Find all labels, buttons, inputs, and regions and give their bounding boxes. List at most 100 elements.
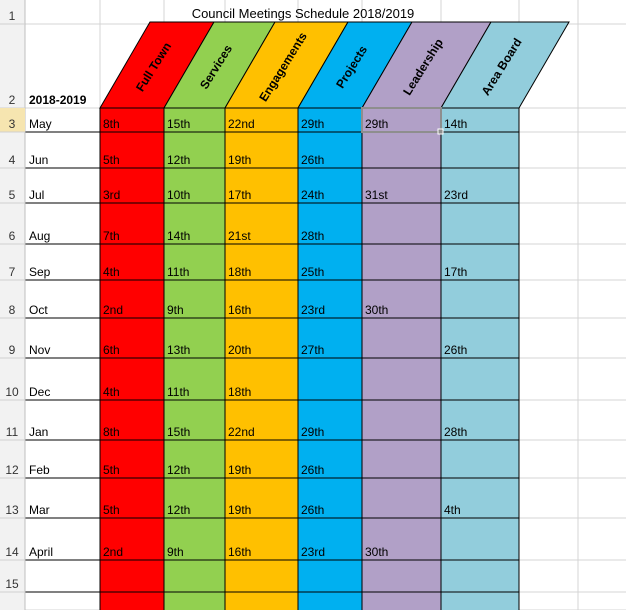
date-cell[interactable]: 26th	[301, 503, 324, 517]
date-cell[interactable]: 18th	[228, 385, 251, 399]
row-number[interactable]: 4	[9, 153, 16, 167]
row-number[interactable]: 8	[9, 303, 16, 317]
column-band-services	[164, 108, 225, 610]
sheet-title: Council Meetings Schedule 2018/2019	[192, 6, 415, 21]
row-header-background	[0, 0, 25, 610]
date-cell[interactable]: 23rd	[301, 545, 325, 559]
date-cell[interactable]: 11th	[167, 265, 189, 279]
month-label: Jun	[29, 153, 48, 167]
selection-layer	[361, 107, 444, 135]
month-label: Dec	[29, 385, 50, 399]
selected-cell-border[interactable]	[361, 107, 442, 133]
date-cell[interactable]: 10th	[167, 188, 190, 202]
row-number[interactable]: 2	[9, 93, 16, 107]
month-label: Nov	[29, 343, 50, 357]
date-cell[interactable]: 12th	[167, 153, 190, 167]
month-label: Oct	[29, 303, 48, 317]
row-number[interactable]: 15	[5, 577, 19, 591]
month-label: Jan	[29, 425, 48, 439]
date-cell[interactable]: 14th	[167, 229, 190, 243]
date-cell[interactable]: 19th	[228, 503, 251, 517]
row-number[interactable]: 11	[6, 425, 19, 439]
date-cell[interactable]: 18th	[228, 265, 251, 279]
cell-borders	[0, 108, 520, 610]
date-cell[interactable]: 8th	[103, 425, 120, 439]
date-cell[interactable]: 29th	[301, 425, 324, 439]
month-label: Aug	[29, 229, 50, 243]
row-number[interactable]: 5	[9, 188, 16, 202]
date-cell[interactable]: 26th	[444, 343, 467, 357]
date-cell[interactable]: 3rd	[103, 188, 120, 202]
date-cell[interactable]: 19th	[228, 153, 251, 167]
month-label: Feb	[29, 463, 50, 477]
date-cell[interactable]: 30th	[365, 545, 388, 559]
column-band-projects	[298, 108, 362, 610]
date-cell[interactable]: 27th	[301, 343, 324, 357]
date-cell[interactable]: 16th	[228, 545, 251, 559]
column-band-full-town	[100, 108, 164, 610]
date-cell[interactable]: 25th	[301, 265, 324, 279]
date-cell[interactable]: 5th	[103, 153, 120, 167]
row-number[interactable]: 6	[9, 229, 16, 243]
date-cell[interactable]: 4th	[444, 503, 461, 517]
date-cell[interactable]: 29th	[365, 117, 388, 131]
month-label: April	[29, 545, 53, 559]
date-cell[interactable]: 28th	[444, 425, 467, 439]
month-label: Mar	[29, 503, 50, 517]
date-cell[interactable]: 2nd	[103, 303, 123, 317]
row-number[interactable]: 1	[9, 9, 16, 23]
fill-handle[interactable]	[437, 128, 444, 135]
year-label: 2018-2019	[29, 93, 87, 107]
date-cell[interactable]: 5th	[103, 503, 120, 517]
date-cell[interactable]: 30th	[365, 303, 388, 317]
column-band-area-board	[441, 108, 519, 610]
date-cell[interactable]: 16th	[228, 303, 251, 317]
date-cell[interactable]: 22nd	[228, 425, 255, 439]
date-cell[interactable]: 14th	[444, 117, 467, 131]
date-cell[interactable]: 15th	[167, 117, 190, 131]
row-number[interactable]: 14	[5, 545, 19, 559]
date-cell[interactable]: 22nd	[228, 117, 255, 131]
date-cell[interactable]: 23rd	[444, 188, 468, 202]
row-number[interactable]: 10	[5, 385, 19, 399]
date-cell[interactable]: 9th	[167, 545, 184, 559]
row-number[interactable]: 3	[9, 117, 16, 131]
date-cell[interactable]: 26th	[301, 153, 324, 167]
date-cell[interactable]: 8th	[103, 117, 120, 131]
date-cell[interactable]: 12th	[167, 463, 190, 477]
date-cell[interactable]: 20th	[228, 343, 251, 357]
date-cell[interactable]: 26th	[301, 463, 324, 477]
date-cell[interactable]: 7th	[103, 229, 120, 243]
month-label: Jul	[29, 188, 44, 202]
date-cell[interactable]: 17th	[444, 265, 467, 279]
row-number[interactable]: 9	[9, 343, 16, 357]
date-cell[interactable]: 4th	[103, 265, 120, 279]
date-cell[interactable]: 31st	[365, 188, 388, 202]
date-cell[interactable]: 19th	[228, 463, 251, 477]
date-cell[interactable]: 24th	[301, 188, 324, 202]
month-label: May	[29, 117, 52, 131]
date-cell[interactable]: 2nd	[103, 545, 123, 559]
date-cell[interactable]: 4th	[103, 385, 120, 399]
date-cell[interactable]: 11th	[167, 385, 189, 399]
date-cell[interactable]: 6th	[103, 343, 120, 357]
date-cell[interactable]: 29th	[301, 117, 324, 131]
date-cell[interactable]: 23rd	[301, 303, 325, 317]
row-number[interactable]: 7	[9, 265, 16, 279]
column-band-leadership	[362, 108, 441, 610]
date-cell[interactable]: 9th	[167, 303, 184, 317]
date-cell[interactable]: 28th	[301, 229, 324, 243]
date-cell[interactable]: 21st	[228, 229, 251, 243]
date-cell[interactable]: 15th	[167, 425, 190, 439]
date-cell[interactable]: 12th	[167, 503, 190, 517]
date-cell[interactable]: 13th	[167, 343, 190, 357]
column-color-bands	[99, 21, 570, 610]
date-cell[interactable]: 17th	[228, 188, 251, 202]
date-cell[interactable]: 5th	[103, 463, 120, 477]
row-number[interactable]: 12	[5, 463, 19, 477]
row-header-selected	[0, 108, 25, 132]
row-number[interactable]: 13	[5, 503, 19, 517]
column-band-engagements	[225, 108, 298, 610]
